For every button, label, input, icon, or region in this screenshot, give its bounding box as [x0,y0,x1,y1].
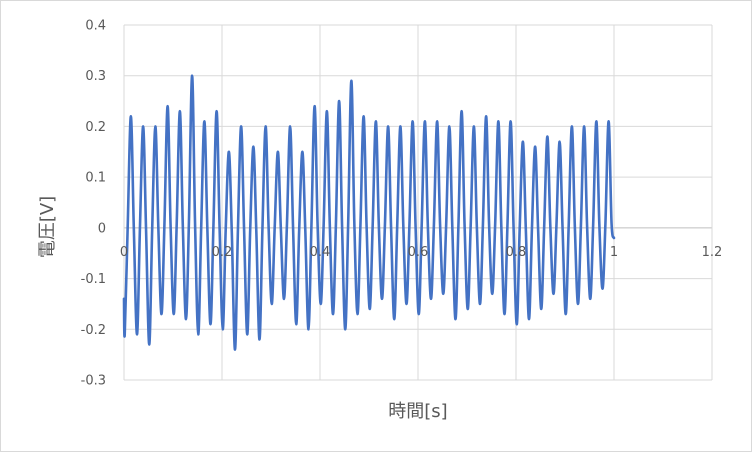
gridlines [123,24,713,381]
x-tick-label: 1.2 [702,245,723,260]
series-layer [122,74,616,351]
x-tick-label: 0.8 [506,245,527,260]
series-line [122,74,616,351]
y-tick-label: -0.3 [81,374,106,389]
x-tick-label: 0.6 [408,245,429,260]
x-tick-label: 1 [610,245,618,260]
y-tick-label: 0.2 [85,120,106,135]
y-tick-label: 0.3 [85,69,106,84]
y-tick-label: 0 [98,221,106,236]
x-tick-label: 0 [120,245,128,260]
x-tick-label: 0.4 [310,245,331,260]
y-tick-label: -0.2 [81,323,106,338]
x-tick-label: 0.2 [212,245,233,260]
y-tick-label: 0.4 [85,19,106,34]
y-axis-title: 電圧[V] [37,196,58,258]
x-axis-title: 時間[s] [388,401,447,422]
tick-labels: 0.4 0.3 0.2 0.1 0 -0.1 -0.2 -0.3 0 0.2 0.4 0.6 0.8 1 1… [81,19,723,389]
y-tick-label: -0.1 [81,272,106,287]
y-tick-label: 0.1 [85,171,106,186]
